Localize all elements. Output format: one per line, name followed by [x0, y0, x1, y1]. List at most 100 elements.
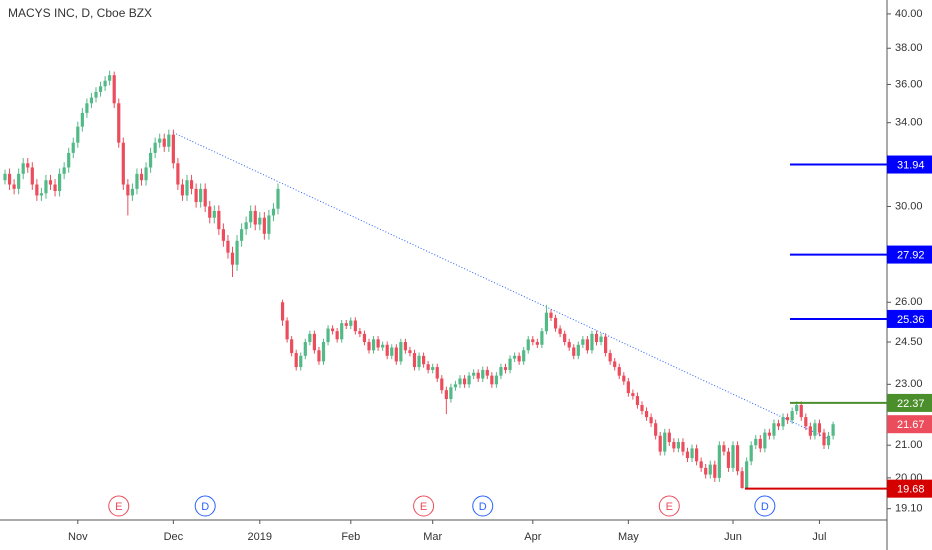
price-badge-label: 25.36 — [897, 314, 925, 326]
price-badge — [887, 245, 932, 264]
event-label: E — [420, 501, 427, 513]
candle-body — [21, 163, 25, 174]
event-marker — [472, 495, 494, 517]
candle-body — [130, 188, 134, 196]
candle-body — [563, 333, 567, 343]
candle-body — [144, 167, 148, 181]
candle-body — [85, 103, 89, 113]
candle-body — [431, 367, 435, 370]
candle-body — [26, 163, 30, 168]
candle-body — [426, 364, 430, 370]
candle-body — [403, 342, 407, 351]
candle-body — [817, 423, 822, 433]
candle-body — [44, 180, 48, 194]
candle-body — [417, 355, 421, 368]
candle-body — [795, 405, 799, 412]
x-tick-label: Apr — [524, 531, 541, 543]
candle-body — [139, 173, 144, 181]
candle-body — [654, 423, 658, 436]
candle-body — [544, 312, 549, 332]
event-label: D — [761, 501, 769, 513]
candle-body — [244, 222, 248, 230]
candle-body — [221, 229, 225, 241]
candle-body — [422, 355, 426, 365]
event-marker — [108, 495, 130, 517]
candle-body — [754, 438, 758, 446]
candle-body — [490, 375, 494, 385]
candle-body — [626, 381, 630, 394]
candle-body — [208, 206, 212, 218]
candle-body — [312, 333, 316, 351]
candle-body — [604, 336, 608, 354]
candle-body — [581, 339, 585, 345]
candle-body — [230, 252, 235, 265]
candle-body — [371, 339, 376, 351]
candle-body — [681, 442, 685, 452]
candle-body — [376, 339, 380, 348]
candle-body — [644, 411, 649, 418]
candle-body — [522, 350, 526, 362]
candle-body — [444, 390, 448, 400]
candle-body — [180, 184, 185, 196]
candle-body — [658, 435, 662, 452]
candle-body — [822, 432, 826, 446]
candle-body — [553, 317, 558, 329]
candle-body — [535, 342, 539, 345]
candle-body — [167, 134, 171, 147]
candle-body — [121, 142, 125, 185]
x-tick-label: Mar — [423, 531, 442, 543]
candle-body — [381, 344, 385, 348]
candle-body — [462, 378, 467, 385]
candle-body — [258, 217, 262, 225]
candle-body — [185, 180, 189, 196]
candle-body — [499, 367, 503, 376]
candle-body — [394, 347, 398, 362]
y-tick-label: 26.00 — [895, 296, 923, 308]
candle-body — [158, 138, 162, 143]
candle-body — [203, 188, 207, 207]
candle-body — [453, 384, 458, 388]
x-tick-label: Jun — [724, 531, 742, 543]
event-marker — [658, 495, 680, 517]
candle-body — [467, 375, 471, 385]
candle-body — [76, 126, 80, 143]
candle-body — [576, 344, 580, 356]
candle-body — [108, 75, 112, 81]
candle-body — [786, 417, 790, 421]
candle-body — [699, 461, 703, 468]
candle-body — [326, 328, 330, 343]
candle-body — [30, 167, 34, 185]
candle-body — [340, 323, 344, 340]
candle-body — [640, 405, 644, 412]
candle-body — [217, 210, 221, 230]
candle-body — [385, 344, 389, 356]
candle-body — [740, 471, 744, 488]
x-tick-label: Feb — [341, 531, 360, 543]
candle-body — [344, 323, 348, 326]
candle-body — [335, 331, 339, 340]
candle-body — [717, 445, 721, 478]
trendline — [173, 132, 829, 440]
candle-body — [476, 372, 480, 379]
last-price-label: 21.67 — [897, 419, 925, 431]
candle-body — [567, 342, 571, 348]
candle-body — [763, 432, 767, 449]
candle-body — [153, 142, 157, 153]
candle-body — [12, 184, 16, 189]
candle-body — [749, 445, 753, 462]
candle-body — [199, 188, 203, 203]
x-tick-label: May — [618, 531, 639, 543]
candle-body — [321, 342, 326, 362]
candle-body — [613, 361, 617, 368]
price-badge — [887, 479, 932, 498]
candle-body — [513, 355, 517, 359]
candle-body — [649, 417, 653, 424]
candle-body — [767, 432, 771, 436]
price-badge-label: 31.94 — [897, 159, 925, 171]
candle-body — [135, 173, 139, 189]
y-tick-label: 19.10 — [895, 503, 923, 515]
candle-body — [162, 138, 166, 147]
candle-body — [103, 80, 107, 87]
